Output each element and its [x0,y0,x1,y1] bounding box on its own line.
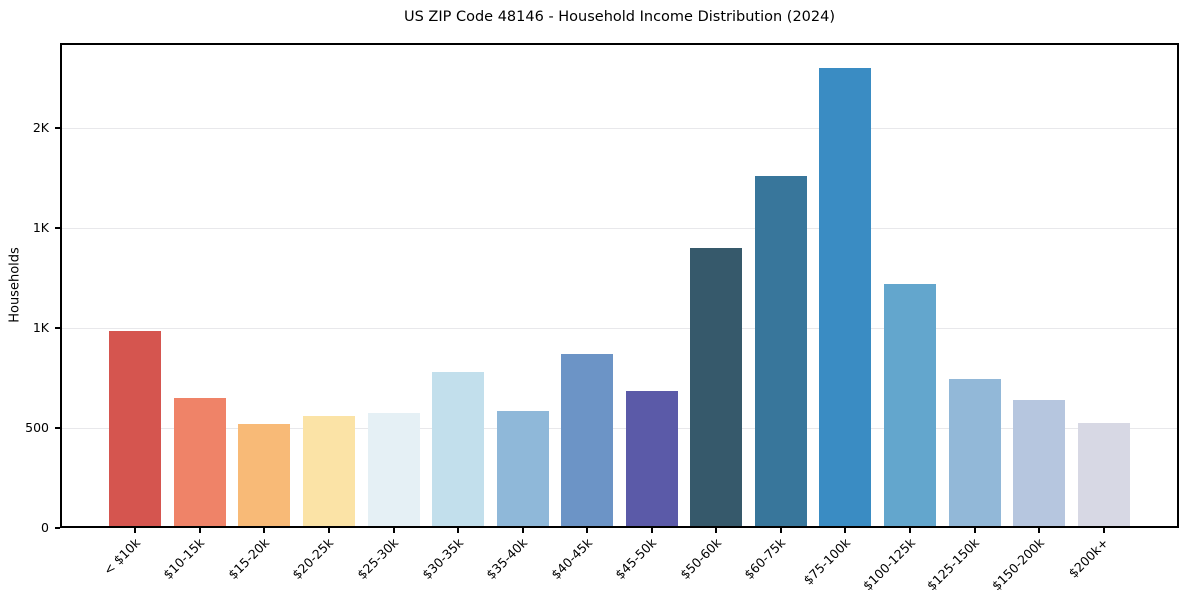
bar [1077,423,1130,528]
y-tick [55,127,60,129]
x-tick-label-text: $200k+ [1065,535,1112,581]
x-tick [521,528,524,533]
chart-title: US ZIP Code 48146 - Household Income Dis… [403,9,836,25]
x-tick [650,528,653,533]
x-tick [392,528,395,533]
bar [238,424,291,528]
x-tick [1038,528,1041,533]
bar [1013,400,1066,528]
x-tick [263,528,266,533]
bar [173,398,226,528]
bar [884,284,937,528]
x-tick [327,528,330,533]
bar [367,413,420,528]
x-tick [909,528,912,533]
bar [109,331,162,528]
x-tick [457,528,460,533]
x-tick [973,528,976,533]
y-tick-label: 500 [25,420,49,435]
bar [819,68,872,528]
bar [948,379,1001,528]
x-tick [198,528,201,533]
y-tick-label: 2K [32,120,49,135]
bar [625,391,678,528]
bar [754,176,807,528]
y-tick-label: 1K [32,220,49,235]
gridline [62,227,1177,229]
y-tick [55,227,60,229]
x-tick-label: $200k+ [0,535,1112,581]
y-tick [55,327,60,329]
x-tick [1102,528,1105,533]
gridline [62,327,1177,329]
x-tick [844,528,847,533]
x-tick [779,528,782,533]
gridline [62,427,1177,429]
y-tick-label: 0 [41,520,49,535]
bar [432,372,485,528]
y-tick [55,427,60,429]
bar [561,354,614,528]
y-tick-label: 1K [32,320,49,335]
bar [496,411,549,528]
bar [302,416,355,528]
y-tick [55,527,60,529]
x-tick [134,528,137,533]
x-tick [715,528,718,533]
x-tick [586,528,589,533]
bar [690,248,743,528]
gridline [62,127,1177,129]
